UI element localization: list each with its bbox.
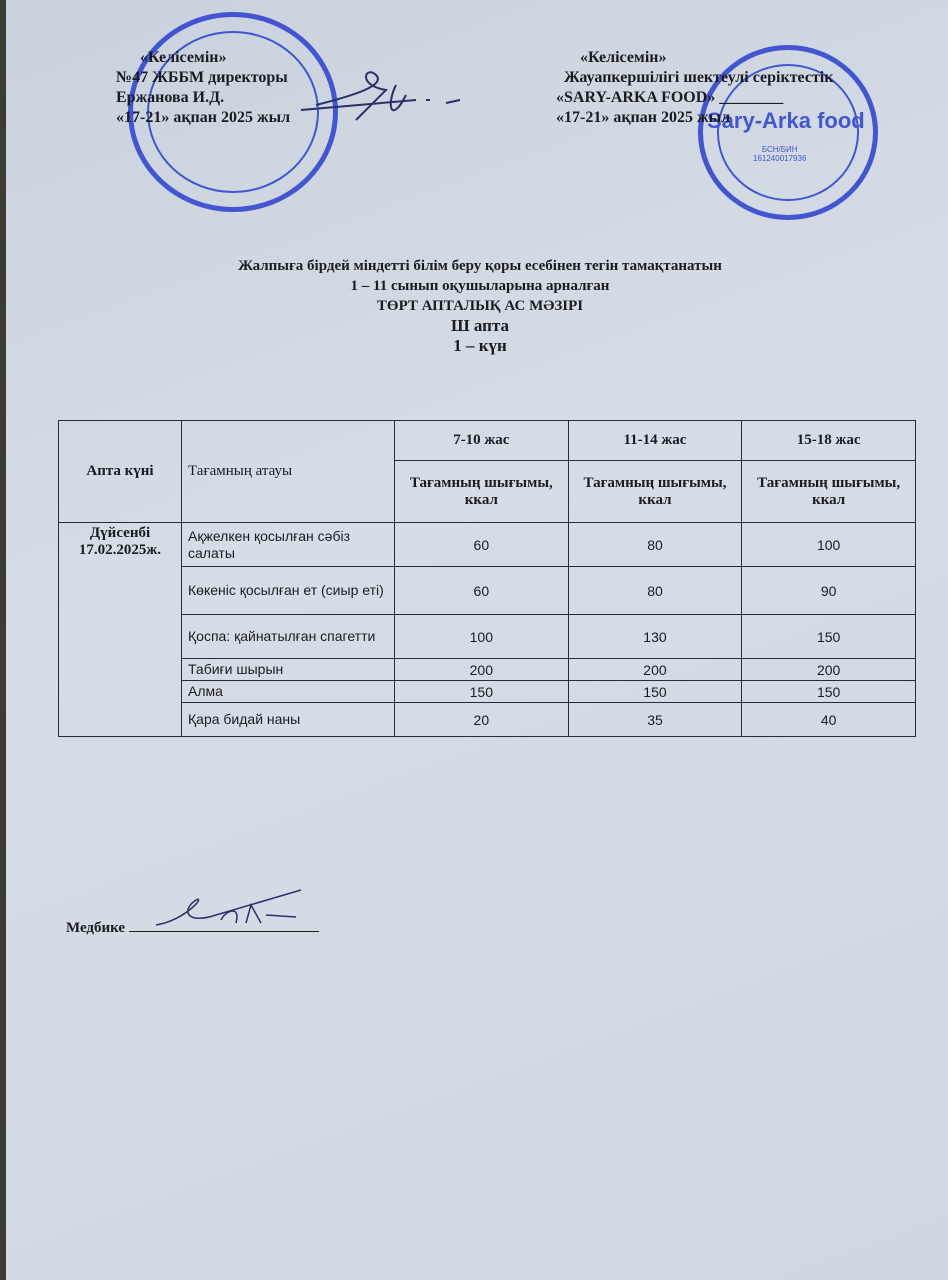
dish-cell: Көкеніс қосылған ет (сиыр еті) xyxy=(181,566,395,615)
header-kcal: Тағамның шығымы, ккал xyxy=(741,460,916,523)
dish-cell: Қоспа: қайнатылған спагетти xyxy=(181,614,395,659)
school-seal-stamp xyxy=(128,12,338,212)
table-row: Қоспа: қайнатылған спагетти 100 130 150 xyxy=(59,614,916,659)
approval-label: «Келісемін» xyxy=(140,49,227,66)
dish-cell: Ақжелкен қосылған сәбіз салаты xyxy=(181,522,395,567)
approval-date: «17-21» ақпан 2025 жыл xyxy=(116,109,291,126)
company-seal-stamp: Sary-Arka food БСН/БИН 161240017936 xyxy=(698,45,878,220)
kcal-cell: 200 xyxy=(741,658,916,681)
menu-table: Апта күні Тағамның атауы 7-10 жас 11-14 … xyxy=(58,420,916,737)
kcal-cell: 150 xyxy=(741,614,916,659)
day-cell: Дүйсенбі 17.02.2025ж. xyxy=(58,522,182,737)
title-line: 1 – 11 сынып оқушыларына арналған xyxy=(350,278,610,294)
company-name: «SARY-ARKA FOOD» ________ xyxy=(556,89,784,106)
menu-title: Жалпыға бірдей міндетті білім беру қоры … xyxy=(6,256,948,356)
kcal-cell: 20 xyxy=(394,702,569,737)
director-title: №47 ЖББМ директоры xyxy=(116,69,288,86)
kcal-cell: 90 xyxy=(741,566,916,615)
day-label: 1 – күн xyxy=(453,336,507,355)
header-age: 11-14 жас xyxy=(567,420,743,461)
table-row: Дүйсенбі 17.02.2025ж. Ақжелкен қосылған с… xyxy=(58,522,916,737)
kcal-cell: 150 xyxy=(567,680,743,703)
dish-cell: Табиғи шырын xyxy=(181,658,395,681)
header-kcal: Тағамның шығымы, ккал xyxy=(394,460,569,523)
kcal-cell: 80 xyxy=(567,566,743,615)
nurse-label: Медбике xyxy=(66,920,126,936)
header-dish: Тағамның атауы xyxy=(181,420,395,523)
document-page: Sary-Arka food БСН/БИН 161240017936 «Келі… xyxy=(6,0,948,1280)
approval-label: «Келісемін» xyxy=(580,49,667,66)
director-signature xyxy=(300,71,461,121)
right-approval-block: «Келісемін» Жауапкершілігі шектеулі сері… xyxy=(556,48,833,128)
table-row: Қара бидай наны 20 35 40 xyxy=(59,702,916,737)
title-line: Жалпыға бірдей міндетті білім беру қоры … xyxy=(238,258,722,274)
week-label: Ш апта xyxy=(450,316,510,335)
kcal-cell: 40 xyxy=(741,702,916,737)
kcal-cell: 100 xyxy=(741,522,916,567)
kcal-cell: 35 xyxy=(567,702,743,737)
dish-cell: Қара бидай наны xyxy=(181,702,395,737)
kcal-cell: 150 xyxy=(741,680,916,703)
kcal-cell: 200 xyxy=(394,658,569,681)
table-row: Алма 150 150 150 xyxy=(59,680,916,703)
header-age: 15-18 жас xyxy=(741,420,916,461)
kcal-cell: 60 xyxy=(394,522,569,567)
director-name: Ержанова И.Д. xyxy=(116,89,225,106)
kcal-cell: 150 xyxy=(394,680,569,703)
company-type: Жауапкершілігі шектеулі серіктестік xyxy=(564,69,834,86)
dish-cell: Алма xyxy=(181,680,395,703)
title-line: ТӨРТ АПТАЛЫҚ АС МӘЗІРІ xyxy=(376,298,584,314)
nurse-signature-line: Медбике xyxy=(66,920,320,937)
kcal-cell: 60 xyxy=(394,566,569,615)
header-age: 7-10 жас xyxy=(394,420,569,461)
kcal-cell: 80 xyxy=(567,522,743,567)
approval-date: «17-21» ақпан 2025 жыл xyxy=(556,109,731,126)
kcal-cell: 200 xyxy=(567,658,743,681)
header-day: Апта күні xyxy=(58,420,182,523)
left-approval-block: «Келісемін» №47 ЖББМ директоры Ержанова … xyxy=(116,48,290,128)
table-row: Табиғи шырын 200 200 200 xyxy=(59,658,916,681)
kcal-cell: 130 xyxy=(567,614,743,659)
header-kcal: Тағамның шығымы, ккал xyxy=(567,460,743,523)
kcal-cell: 100 xyxy=(394,614,569,659)
nurse-signature xyxy=(155,889,302,926)
table-row: Көкеніс қосылған ет (сиыр еті) 60 80 90 xyxy=(59,566,916,615)
